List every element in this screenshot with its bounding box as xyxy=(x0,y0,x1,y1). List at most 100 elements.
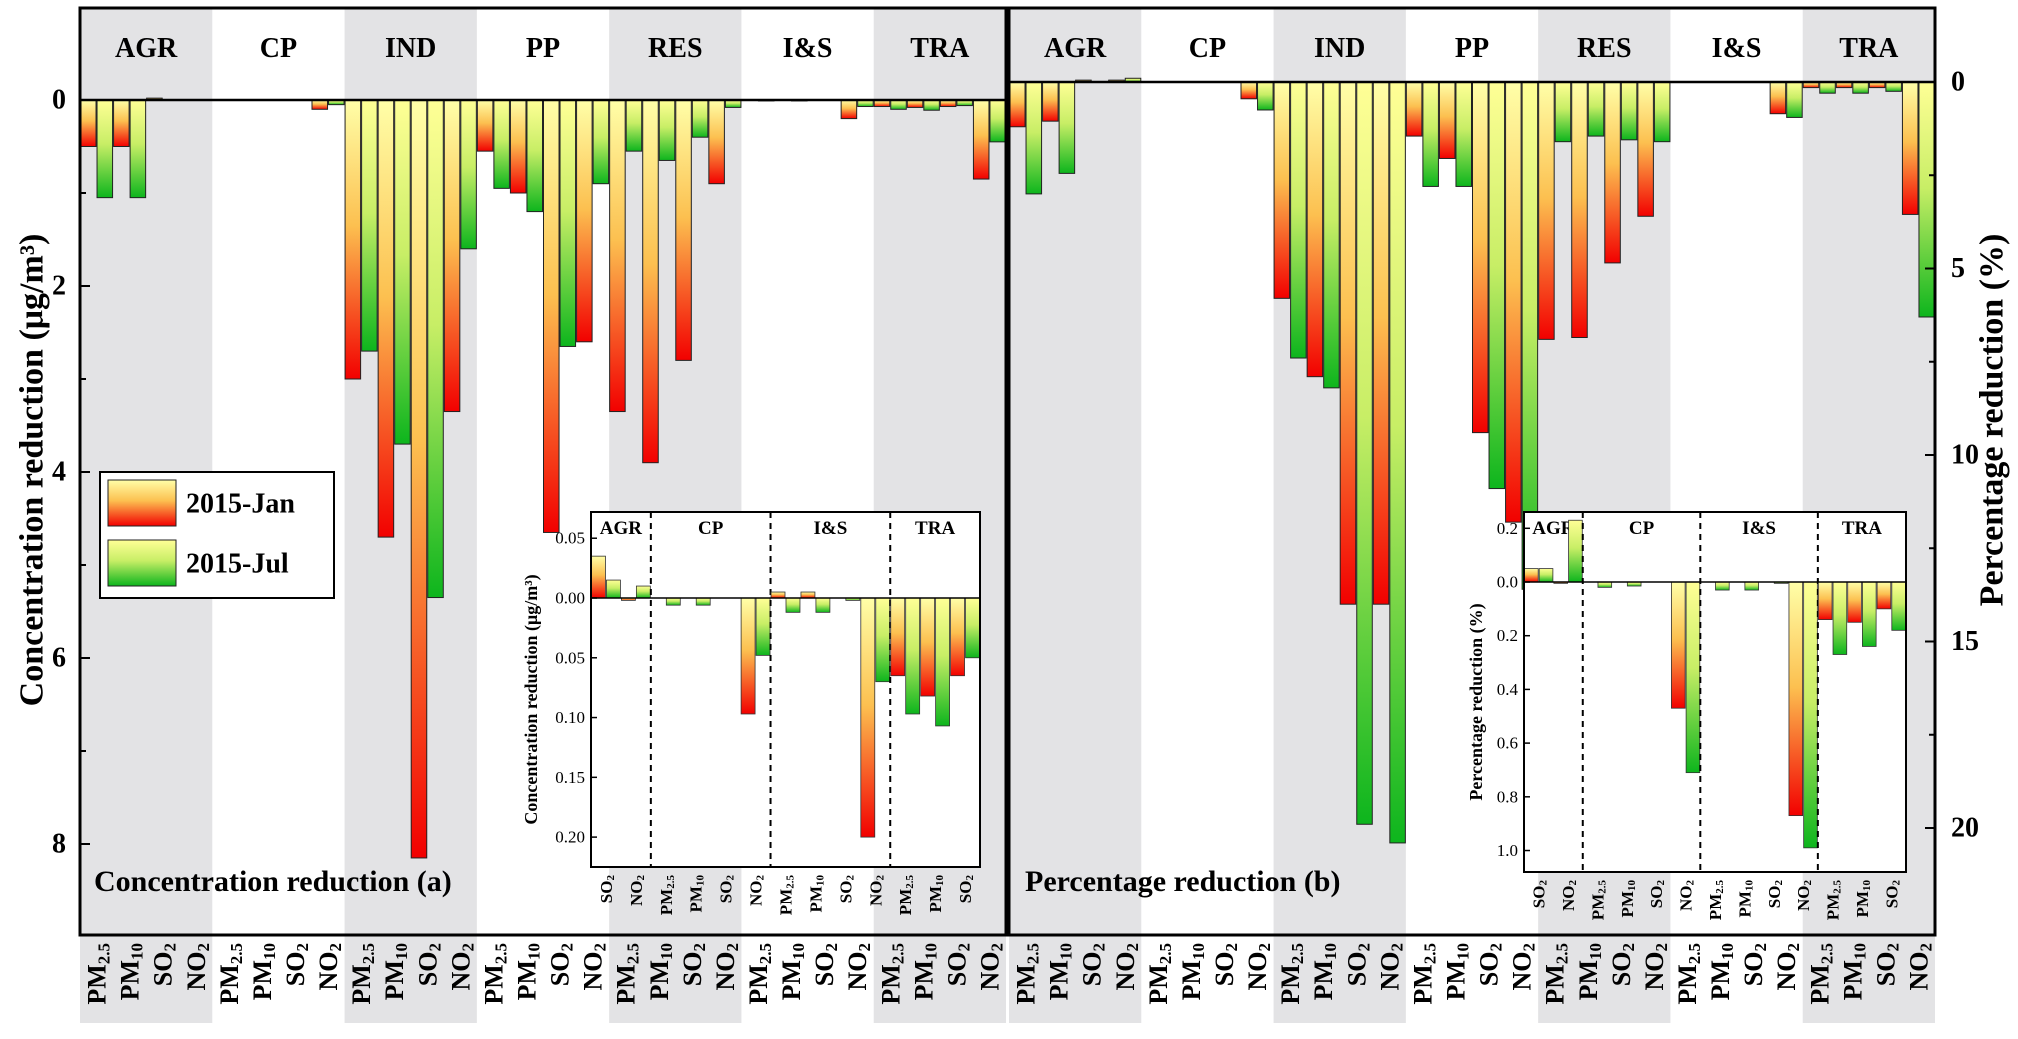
inset-bar-jul xyxy=(695,597,711,606)
group-label: RES xyxy=(648,33,702,64)
inset-y-tick-label: 0.6 xyxy=(1497,734,1518,753)
x-tick-label: SO2 xyxy=(1871,943,1902,986)
y-tick-label: 0 xyxy=(1951,67,1965,98)
bar-jul xyxy=(129,99,147,199)
inset-x-tick-label: SO2 xyxy=(596,875,617,904)
bar-jul xyxy=(1587,81,1605,137)
inset-bar-jul xyxy=(1597,581,1613,588)
inset-bar-jan xyxy=(591,555,606,599)
group-label: IND xyxy=(385,33,436,64)
bar-jan xyxy=(543,99,560,533)
bar-jan xyxy=(1637,81,1654,217)
inset-bar-jul xyxy=(1715,581,1730,591)
inset-bar-jul xyxy=(1803,581,1818,849)
inset-x-tick-label: PM2.5 xyxy=(896,875,917,916)
bar-jan xyxy=(1538,81,1555,340)
x-tick-label: PM10 xyxy=(644,943,675,1000)
bar-jan xyxy=(1339,81,1357,605)
inset-bar-jul xyxy=(815,597,831,613)
inset-y-axis-title: Concentration reduction (μg/m³) xyxy=(521,574,542,824)
x-tick-label: NO2 xyxy=(1375,943,1406,991)
bar-jan xyxy=(476,99,494,152)
y-tick-label: 4 xyxy=(52,457,66,488)
inset-bar-jan xyxy=(800,591,816,599)
bar-jan xyxy=(509,99,527,194)
x-tick-label: PM2.5 xyxy=(876,943,907,1005)
y-tick-label: 0 xyxy=(52,85,66,116)
x-tick-label: NO2 xyxy=(578,943,609,991)
y-tick-label: 2 xyxy=(52,271,66,302)
inset-bar-jul xyxy=(905,597,921,715)
inset-y-tick-label: 0.20 xyxy=(555,828,585,847)
inset-x-tick-label: SO2 xyxy=(1529,880,1550,909)
group-label: AGR xyxy=(1044,33,1107,64)
x-tick-label: NO2 xyxy=(1904,943,1935,991)
inset-group-label: TRA xyxy=(915,518,955,539)
group-label: AGR xyxy=(115,33,178,64)
bar-jan xyxy=(675,99,692,361)
x-tick-label: PM2.5 xyxy=(743,943,774,1005)
x-tick-label: PM10 xyxy=(512,943,543,1000)
inset-bar-jul xyxy=(1568,519,1583,583)
bar-jul xyxy=(96,99,114,199)
inset-bar-jan xyxy=(1524,568,1539,583)
bar-jan xyxy=(1306,81,1324,378)
legend-swatch-jul xyxy=(107,539,177,587)
legend-swatch-jan xyxy=(107,479,177,527)
inset-bar-jan xyxy=(950,597,965,677)
panel-a: AGR CP IND PP RES I&S TRA 0 2 4 6 8 Concentration re… xyxy=(14,6,1008,1023)
x-tick-label: SO2 xyxy=(810,943,841,986)
inset-y-tick-label: 0.4 xyxy=(1497,680,1519,699)
x-tick-label: NO2 xyxy=(975,943,1006,991)
y-axis-title: Concentration reduction (μg/m³) xyxy=(14,234,51,707)
x-tick-label: SO2 xyxy=(1342,943,1373,986)
y-tick-label: 10 xyxy=(1951,440,1979,471)
x-tick-label: SO2 xyxy=(1739,943,1770,986)
inset-bar-jul xyxy=(665,597,681,606)
group-label: CP xyxy=(1189,33,1226,64)
x-tick-label: PM10 xyxy=(1176,943,1207,1000)
bar-jul xyxy=(1786,81,1803,118)
inset-bar-jul xyxy=(875,597,891,683)
legend-label-jul: 2015-Jul xyxy=(186,549,289,580)
inset-x-tick-label: PM10 xyxy=(1852,880,1873,918)
inset-bar-jul xyxy=(1538,568,1554,583)
y-tick-label: 6 xyxy=(52,643,66,674)
x-tick-label: PM2.5 xyxy=(214,943,245,1005)
inset-bar-jan xyxy=(740,597,756,715)
inset-bar-jul xyxy=(755,597,771,656)
bar-jul xyxy=(1356,81,1373,825)
inset-b: AGR SO2 NO2 CP PM2.5 PM10 SO2 NO2 I&S PM2.5 PM10 SO… xyxy=(1466,511,1907,920)
bar-jan xyxy=(1505,81,1522,523)
x-tick-label: PM2.5 xyxy=(1276,943,1307,1005)
x-tick-label: PM10 xyxy=(909,943,940,1000)
bar-jul xyxy=(1819,81,1836,94)
inset-x-tick-label: NO2 xyxy=(1559,880,1580,912)
inset-y-tick-label: 0.0 xyxy=(1497,573,1518,592)
inset-y-tick-label: 0.00 xyxy=(555,589,585,608)
inset-x-tick-label: SO2 xyxy=(956,875,977,904)
group-label: PP xyxy=(1455,33,1489,64)
bar-jul xyxy=(1323,81,1340,389)
inset-bar-jan xyxy=(890,597,906,677)
inset-bar-jul xyxy=(1744,581,1759,591)
bar-jan xyxy=(840,99,858,120)
inset-x-tick-label: PM10 xyxy=(926,875,947,913)
x-tick-label: SO2 xyxy=(545,943,576,986)
group-label: TRA xyxy=(1839,33,1899,64)
bar-jul xyxy=(1257,81,1274,111)
inset-bar-jul xyxy=(1862,581,1877,647)
inset-bar-jan xyxy=(1847,581,1862,623)
inset-x-tick-label: SO2 xyxy=(1647,880,1668,909)
bar-jan xyxy=(1372,81,1390,605)
x-tick-label: NO2 xyxy=(1772,943,1803,991)
bar-jan xyxy=(1405,81,1423,137)
inset-bar-jan xyxy=(860,597,876,838)
inset-bar-jul xyxy=(965,597,980,659)
x-tick-label: NO2 xyxy=(314,943,345,991)
group-label: PP xyxy=(526,33,560,64)
bar-jan xyxy=(410,99,428,859)
bar-jan xyxy=(311,99,329,110)
bar-jan xyxy=(113,99,130,147)
plot-frame xyxy=(1007,6,1937,937)
